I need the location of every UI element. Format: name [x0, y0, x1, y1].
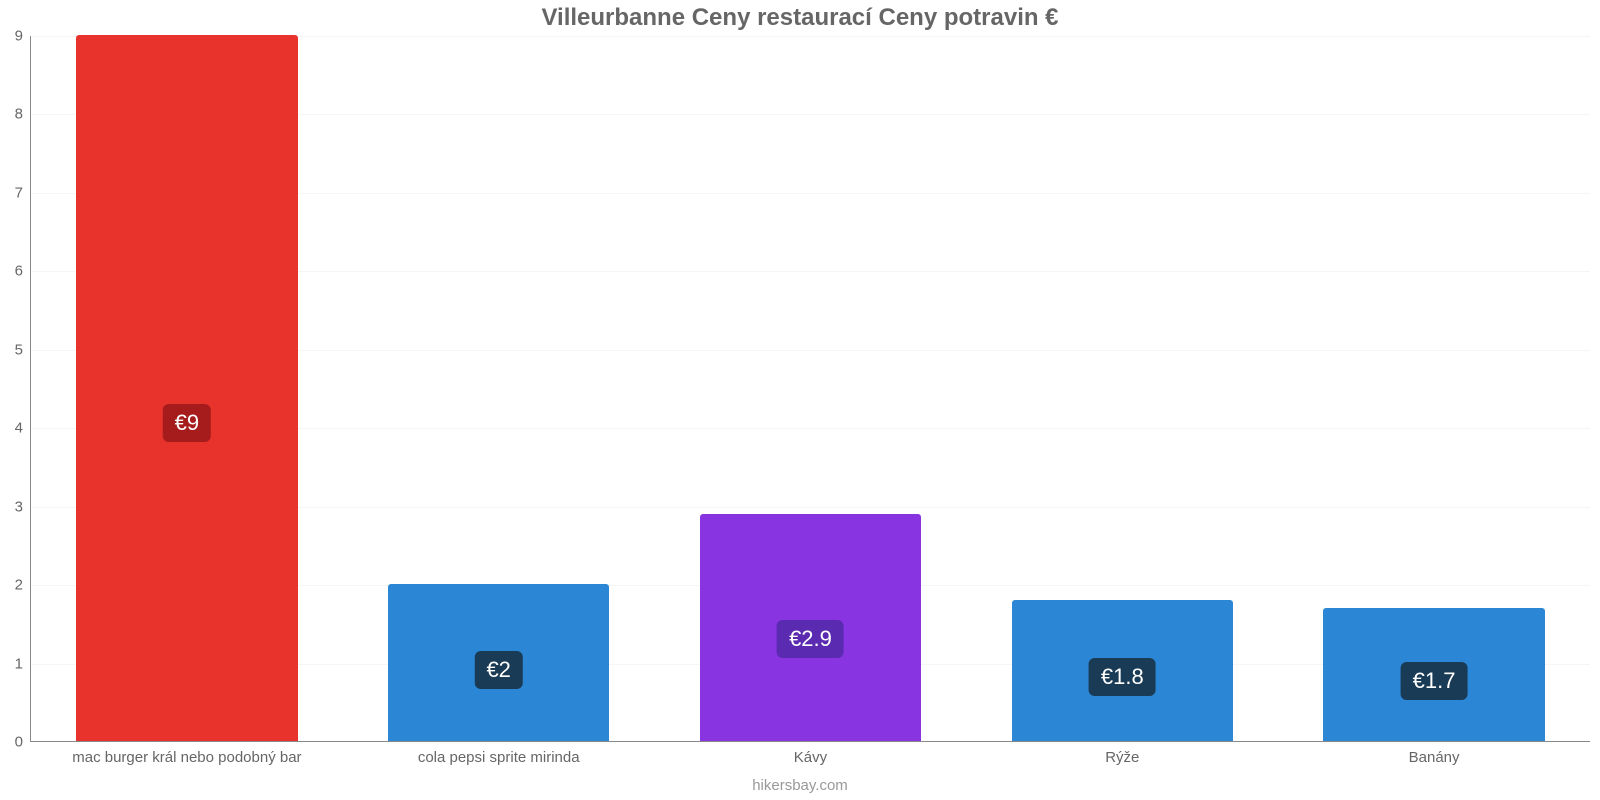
plot-area: 0123456789€9mac burger král nebo podobný… [30, 36, 1590, 742]
chart-container: Villeurbanne Ceny restaurací Ceny potrav… [0, 0, 1600, 800]
xtick-label: cola pepsi sprite mirinda [418, 741, 580, 766]
bar-slot: €9mac burger král nebo podobný bar [31, 36, 343, 741]
ytick-label: 4 [15, 420, 31, 437]
ytick-label: 2 [15, 577, 31, 594]
xtick-label: Kávy [794, 741, 827, 766]
xtick-label: Rýže [1105, 741, 1139, 766]
value-label: €1.7 [1401, 662, 1468, 700]
xtick-label: Banány [1409, 741, 1460, 766]
value-label: €1.8 [1089, 658, 1156, 696]
ytick-label: 7 [15, 184, 31, 201]
bars-group: €9mac burger král nebo podobný bar€2cola… [31, 36, 1590, 741]
bar-slot: €1.8Rýže [966, 36, 1278, 741]
bar-slot: €2.9Kávy [655, 36, 967, 741]
chart-title: Villeurbanne Ceny restaurací Ceny potrav… [0, 4, 1600, 32]
value-label: €9 [163, 404, 211, 442]
value-label: €2 [474, 651, 522, 689]
ytick-label: 9 [15, 28, 31, 45]
ytick-label: 8 [15, 106, 31, 123]
bar-slot: €2cola pepsi sprite mirinda [343, 36, 655, 741]
attribution-text: hikersbay.com [0, 777, 1600, 794]
bar [76, 35, 297, 741]
xtick-label: mac burger král nebo podobný bar [72, 741, 301, 766]
ytick-label: 1 [15, 655, 31, 672]
ytick-label: 0 [15, 734, 31, 751]
ytick-label: 5 [15, 341, 31, 358]
ytick-label: 6 [15, 263, 31, 280]
ytick-label: 3 [15, 498, 31, 515]
value-label: €2.9 [777, 620, 844, 658]
bar-slot: €1.7Banány [1278, 36, 1590, 741]
